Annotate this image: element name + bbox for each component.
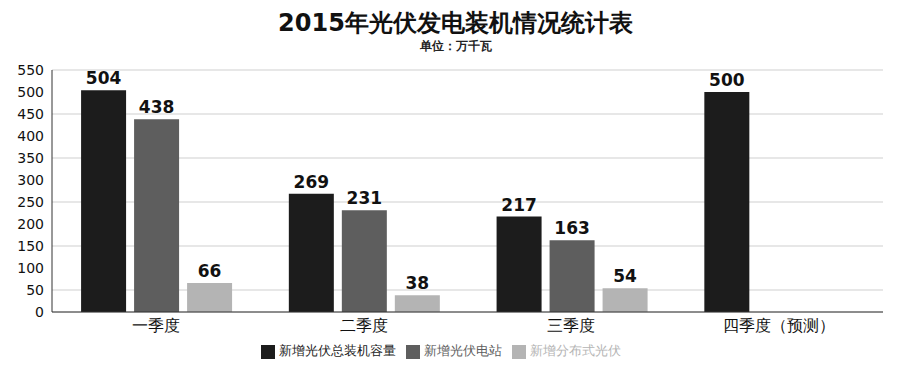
html-text:新增光伏总装机容量: 新增光伏总装机容量 (278, 343, 396, 358)
svg-text:400: 400 (17, 128, 44, 144)
html-text:2015年光伏发电装机情况统计表: 2015年光伏发电装机情况统计表 (278, 9, 633, 37)
svg-text:231: 231 (347, 188, 383, 208)
svg-text:163: 163 (554, 218, 590, 238)
html-text:新增分布式光伏: 新增分布式光伏 (529, 343, 621, 358)
svg-text:三季度: 三季度 (547, 316, 595, 335)
svg-text:38: 38 (405, 273, 429, 293)
svg-text:217: 217 (501, 195, 537, 215)
svg-text:四季度（预测）: 四季度（预测） (723, 316, 835, 335)
svg-text:269: 269 (294, 172, 330, 192)
svg-text:504: 504 (86, 68, 122, 88)
svg-text:二季度: 二季度 (340, 316, 388, 335)
svg-text:150: 150 (17, 238, 44, 254)
svg-text:500: 500 (709, 70, 745, 90)
html-text:单位：万千瓦: 单位：万千瓦 (419, 39, 492, 53)
svg-text:438: 438 (139, 97, 175, 117)
svg-text:66: 66 (198, 261, 222, 281)
svg-text:50: 50 (26, 282, 44, 298)
html-text:新增光伏电站: 新增光伏电站 (423, 343, 502, 358)
svg-text:54: 54 (613, 266, 637, 286)
svg-text:450: 450 (17, 106, 44, 122)
svg-text:500: 500 (17, 84, 44, 100)
svg-text:250: 250 (17, 194, 44, 210)
svg-text:550: 550 (17, 62, 44, 78)
svg-text:350: 350 (17, 150, 44, 166)
svg-text:一季度: 一季度 (132, 316, 180, 335)
svg-text:100: 100 (17, 260, 44, 276)
svg-text:0: 0 (35, 304, 44, 320)
svg-text:200: 200 (17, 216, 44, 232)
svg-text:300: 300 (17, 172, 44, 188)
